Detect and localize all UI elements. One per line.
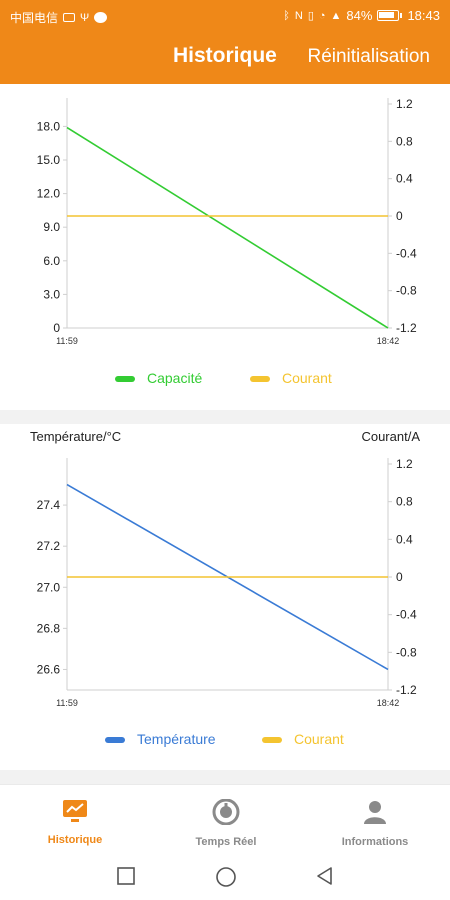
nfc-icon: N <box>294 9 303 22</box>
right-tick-label: 0.4 <box>396 532 413 546</box>
right-tick-label: -0.8 <box>396 284 417 298</box>
right-tick-label: 0.4 <box>396 172 413 186</box>
section-divider <box>0 770 450 784</box>
left-tick-label: 9.0 <box>43 220 60 234</box>
bluetooth-icon: ᛒ <box>283 9 290 22</box>
chart-series <box>66 126 389 329</box>
battery-percent: 84% <box>346 8 373 23</box>
x-tick-label: 11:59 <box>56 698 78 708</box>
right-tick-label: -1.2 <box>396 321 417 335</box>
left-axis-ticks: 26.6 26.8 27.0 27.2 27.4 <box>37 498 67 676</box>
left-tick-label: 27.4 <box>37 498 61 512</box>
chart-axes <box>66 458 389 691</box>
back-icon[interactable] <box>315 866 335 886</box>
nav-historique-label: Historique <box>47 834 103 846</box>
x-axis-ticks: 11:59 18:42 <box>56 698 399 708</box>
capacity-chart: 0 3.0 6.0 9.0 12.0 15.0 18.0 -1.2 -0.8 -0.4 0 0.4 0… <box>37 97 417 386</box>
legend-label: Capacité <box>147 370 202 386</box>
system-navigation-bar <box>0 854 450 900</box>
bottom-navigation: Historique Temps Réel Informations <box>0 784 450 854</box>
capacity-chart-card: 0 3.0 6.0 9.0 12.0 15.0 18.0 -1.2 -0.8 -0.4 0 0.4 0… <box>0 84 450 410</box>
chat-icon <box>94 12 108 23</box>
legend-label: Courant <box>282 370 332 386</box>
left-tick-label: 15.0 <box>37 153 61 167</box>
right-tick-label: 1.2 <box>396 97 413 111</box>
vibrate-icon: ▯ <box>307 9 314 22</box>
nav-temps-reel-label: Temps Réel <box>195 836 257 848</box>
right-tick-label: 0 <box>396 570 403 584</box>
x-tick-label: 18:42 <box>377 698 400 708</box>
nav-temps-reel[interactable]: Temps Réel <box>176 798 276 848</box>
wifi-icon: ◔ <box>318 9 326 22</box>
legend-swatch <box>115 376 135 382</box>
chart-legend: Température Courant <box>105 731 344 747</box>
right-tick-label: 0.8 <box>396 134 413 148</box>
chart-axes <box>66 98 389 329</box>
gauge-icon <box>212 798 240 826</box>
left-tick-label: 27.0 <box>37 580 61 594</box>
nav-informations[interactable]: Informations <box>325 799 425 848</box>
carrier-label: 中国电信 <box>10 11 59 25</box>
usb-icon: Ψ <box>80 11 90 24</box>
chart-series <box>66 483 389 671</box>
left-axis-title: Température/°C <box>30 429 121 444</box>
nav-historique[interactable]: Historique <box>25 799 125 846</box>
left-axis-ticks: 0 3.0 6.0 9.0 12.0 15.0 18.0 <box>37 119 67 335</box>
clock: 18:43 <box>407 8 440 23</box>
app-header: 中国电信 Ψ ᛒ N ▯ ◔ ▲ 84% 18:43 Historique Ré… <box>0 0 450 84</box>
x-tick-label: 11:59 <box>56 336 78 346</box>
legend-swatch <box>105 737 125 743</box>
temperature-chart-card: Température/°C Courant/A 26.6 26.8 27.0 27.… <box>0 424 450 770</box>
section-divider <box>0 410 450 424</box>
status-bar: 中国电信 Ψ ᛒ N ▯ ◔ ▲ 84% 18:43 <box>0 0 450 32</box>
left-tick-label: 12.0 <box>37 187 61 201</box>
chart-icon <box>63 800 87 822</box>
recent-apps-icon[interactable] <box>116 866 136 886</box>
right-axis-ticks: -1.2 -0.8 -0.4 0 0.4 0.8 1.2 <box>388 97 417 335</box>
status-right: ᛒ N ▯ ◔ ▲ 84% 18:43 <box>283 8 440 23</box>
page-title: Historique <box>173 44 277 67</box>
chart-legend: Capacité Courant <box>115 370 332 386</box>
left-tick-label: 3.0 <box>43 287 60 301</box>
legend-label: Courant <box>294 731 344 747</box>
legend-swatch <box>250 376 270 382</box>
battery-icon <box>377 10 400 21</box>
left-tick-label: 26.6 <box>37 662 61 676</box>
right-tick-label: 0 <box>396 209 403 223</box>
right-tick-label: 1.2 <box>396 457 413 471</box>
left-tick-label: 27.2 <box>37 539 61 553</box>
legend-label: Température <box>137 731 216 747</box>
x-tick-label: 18:42 <box>377 336 400 346</box>
home-icon[interactable] <box>215 866 237 888</box>
signal-icon: ▲ <box>330 9 342 22</box>
right-axis-ticks: -1.2 -0.8 -0.4 0 0.4 0.8 1.2 <box>388 457 417 697</box>
series-line-capacité <box>66 126 389 329</box>
right-axis-title: Courant/A <box>361 429 420 444</box>
battery-tip-icon <box>400 13 403 18</box>
person-icon <box>364 801 386 824</box>
message-icon <box>63 13 76 22</box>
left-tick-label: 26.8 <box>37 621 61 635</box>
left-tick-label: 6.0 <box>43 254 60 268</box>
right-tick-label: 0.8 <box>396 495 413 509</box>
x-axis-ticks: 11:59 18:42 <box>56 336 399 346</box>
right-tick-label: -0.8 <box>396 645 417 659</box>
left-tick-label: 0 <box>53 321 60 335</box>
right-tick-label: -0.4 <box>396 246 417 260</box>
temperature-chart: Température/°C Courant/A 26.6 26.8 27.0 27.… <box>30 429 420 747</box>
left-tick-label: 18.0 <box>37 119 61 133</box>
reset-button[interactable]: Réinitialisation <box>307 46 430 67</box>
right-tick-label: -0.4 <box>396 608 417 622</box>
right-tick-label: -1.2 <box>396 683 417 697</box>
legend-swatch <box>262 737 282 743</box>
nav-informations-label: Informations <box>341 836 409 848</box>
status-left: 中国电信 Ψ <box>10 9 108 26</box>
